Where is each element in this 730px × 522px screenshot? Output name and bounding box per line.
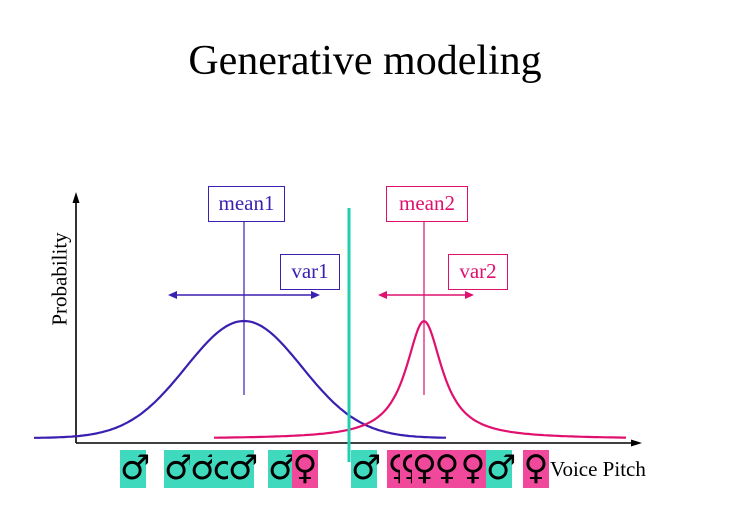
sample-female-symbol: ♀: [460, 448, 486, 488]
var2-label: var2: [448, 254, 508, 290]
sample-male-symbol: ♂: [164, 448, 195, 488]
var2-arrowhead-right: [465, 291, 474, 299]
sample-female-symbol: ♀: [412, 448, 437, 488]
sample-male-symbol: ♂: [351, 448, 382, 488]
sample-male-symbol: ♂: [486, 448, 517, 488]
x-axis-label: Voice Pitch: [550, 457, 646, 481]
class1-gaussian-curve: [34, 319, 446, 439]
mean1-label: mean1: [208, 186, 285, 222]
sample-female-symbol: ♀: [434, 448, 460, 488]
sample-male-symbol: ♂: [268, 448, 299, 488]
sample-male-symbol: ♂: [228, 448, 259, 488]
var1-arrowhead-left: [168, 291, 177, 299]
y-axis-arrowhead: [72, 192, 80, 203]
x-axis-arrowhead: [631, 439, 642, 447]
var1-arrowhead-right: [311, 291, 320, 299]
var1-label: var1: [280, 254, 340, 290]
mean2-label: mean2: [386, 186, 468, 222]
sample-female-symbol: ♀: [523, 448, 549, 488]
class2-gaussian-curve: [214, 319, 626, 439]
sample-male-symbol: ♂: [120, 448, 151, 488]
sample-female-symbol: ♀: [292, 448, 318, 488]
var2-arrowhead-left: [378, 291, 387, 299]
y-axis-label: Probability: [47, 232, 72, 326]
slide-title: Generative modeling: [188, 38, 542, 84]
